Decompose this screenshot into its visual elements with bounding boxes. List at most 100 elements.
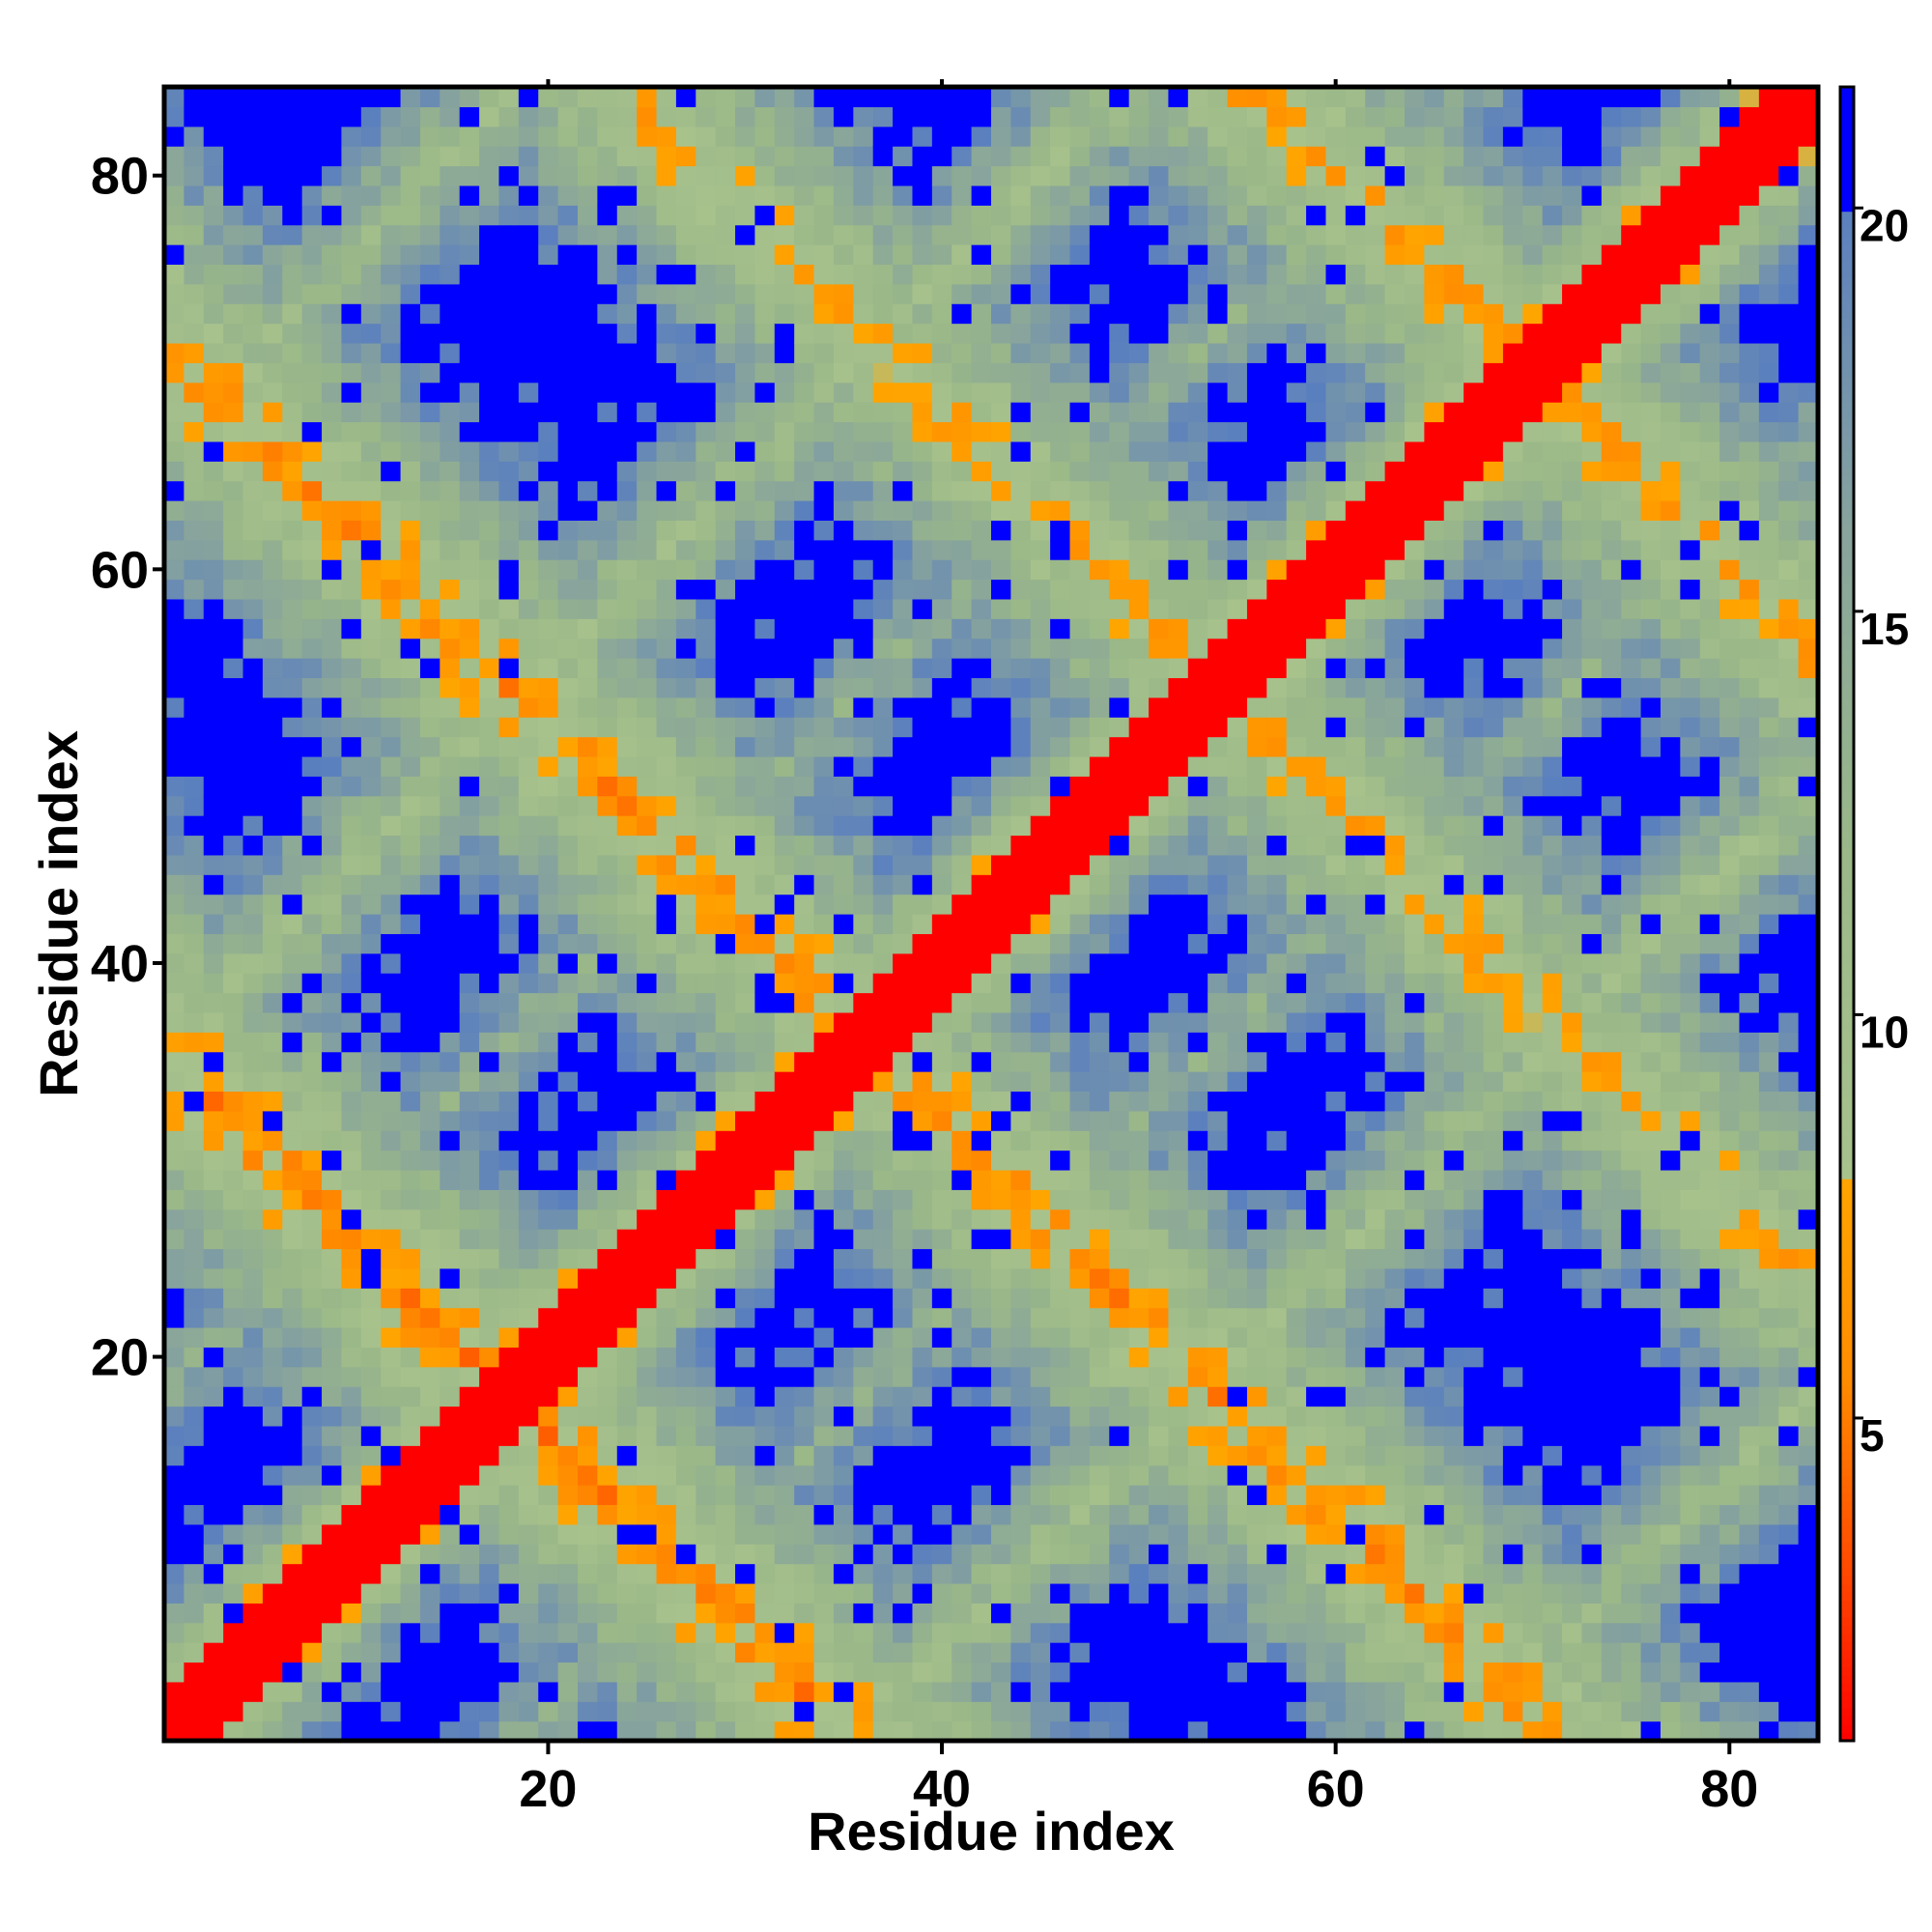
heatmap-cell	[1109, 1288, 1130, 1309]
heatmap-cell	[1266, 1504, 1288, 1525]
heatmap-cell	[1030, 362, 1051, 384]
heatmap-cell	[301, 224, 323, 245]
heatmap-cell	[872, 952, 894, 974]
heatmap-cell	[637, 952, 658, 974]
heatmap-cell	[1325, 1523, 1347, 1545]
heatmap-cell	[459, 815, 480, 837]
heatmap-cell	[754, 1229, 776, 1250]
heatmap-cell	[774, 894, 795, 915]
heatmap-cell	[184, 677, 205, 698]
heatmap-cell	[754, 1267, 776, 1289]
heatmap-cell	[1168, 500, 1189, 521]
heatmap-cell	[419, 835, 440, 856]
heatmap-cell	[1010, 1032, 1032, 1053]
heatmap-cell	[1109, 224, 1130, 245]
heatmap-cell	[479, 755, 500, 777]
heatmap-cell	[853, 835, 874, 856]
heatmap-cell	[578, 973, 598, 994]
heatmap-cell	[479, 1366, 500, 1387]
heatmap-cell	[715, 933, 736, 954]
heatmap-cell	[223, 1032, 244, 1053]
heatmap-cell	[1306, 559, 1327, 581]
heatmap-cell	[616, 1150, 638, 1171]
heatmap-cell	[557, 264, 579, 285]
heatmap-cell	[301, 362, 323, 384]
heatmap-cell	[813, 1681, 835, 1702]
heatmap-cell	[1246, 1464, 1267, 1486]
heatmap-cell	[1030, 244, 1051, 266]
heatmap-cell	[1208, 205, 1229, 226]
heatmap-cell	[1306, 87, 1327, 107]
heatmap-cell	[518, 382, 539, 403]
heatmap-cell	[203, 1406, 224, 1427]
heatmap-cell	[262, 264, 283, 285]
heatmap-cell	[754, 677, 776, 698]
heatmap-cell	[1306, 1603, 1327, 1624]
heatmap-cell	[893, 992, 914, 1013]
heatmap-cell	[833, 283, 854, 304]
heatmap-cell	[1089, 106, 1110, 128]
heatmap-cell	[774, 638, 795, 659]
heatmap-cell	[794, 264, 815, 285]
heatmap-cell	[971, 1347, 992, 1368]
heatmap-cell	[164, 87, 185, 107]
heatmap-cell	[242, 952, 264, 974]
heatmap-cell	[597, 402, 618, 423]
heatmap-cell	[754, 440, 776, 462]
heatmap-cell	[696, 992, 717, 1013]
heatmap-cell	[400, 520, 421, 541]
heatmap-cell	[893, 1248, 914, 1269]
heatmap-cell	[1149, 500, 1170, 521]
heatmap-cell	[1069, 598, 1091, 619]
heatmap-cell	[675, 952, 696, 974]
heatmap-cell	[774, 1307, 795, 1328]
heatmap-cell	[164, 1169, 185, 1190]
heatmap-cell	[360, 618, 382, 639]
heatmap-cell	[459, 1267, 480, 1289]
heatmap-cell	[971, 1366, 992, 1387]
heatmap-cell	[223, 1208, 244, 1230]
heatmap-cell	[578, 283, 598, 304]
heatmap-cell	[164, 1406, 185, 1427]
heatmap-cell	[557, 1386, 579, 1407]
heatmap-cell	[971, 736, 992, 757]
heatmap-cell	[301, 854, 323, 875]
heatmap-cell	[242, 1563, 264, 1584]
heatmap-cell	[774, 933, 795, 954]
heatmap-cell	[597, 1011, 618, 1033]
heatmap-cell	[282, 1130, 303, 1151]
heatmap-cell	[203, 1208, 224, 1230]
heatmap-cell	[164, 559, 185, 581]
heatmap-cell	[184, 440, 205, 462]
heatmap-cell	[794, 342, 815, 363]
heatmap-cell	[675, 244, 696, 266]
heatmap-cell	[557, 1071, 579, 1093]
heatmap-cell	[813, 480, 835, 501]
heatmap-cell	[479, 1544, 500, 1565]
heatmap-cell	[440, 1425, 461, 1446]
heatmap-cell	[400, 87, 421, 107]
heatmap-cell	[971, 303, 992, 325]
heatmap-cell	[675, 283, 696, 304]
heatmap-cell	[1325, 1248, 1347, 1269]
heatmap-cell	[991, 598, 1011, 619]
heatmap-cell	[637, 992, 658, 1013]
heatmap-cell	[912, 205, 933, 226]
heatmap-cell	[1010, 440, 1032, 462]
heatmap-cell	[794, 1464, 815, 1486]
heatmap-cell	[164, 835, 185, 856]
heatmap-cell	[1109, 402, 1130, 423]
heatmap-cell	[1109, 205, 1130, 226]
heatmap-cell	[971, 1445, 992, 1466]
heatmap-cell	[164, 696, 185, 718]
heatmap-cell	[952, 1485, 973, 1506]
heatmap-cell	[1208, 1347, 1229, 1368]
heatmap-cell	[1168, 1150, 1189, 1171]
heatmap-cell	[813, 1563, 835, 1584]
heatmap-cell	[912, 1307, 933, 1328]
heatmap-cell	[991, 1681, 1011, 1702]
heatmap-cell	[1010, 126, 1032, 147]
heatmap-cell	[597, 165, 618, 186]
heatmap-cell	[223, 1150, 244, 1171]
heatmap-cell	[872, 1189, 894, 1210]
